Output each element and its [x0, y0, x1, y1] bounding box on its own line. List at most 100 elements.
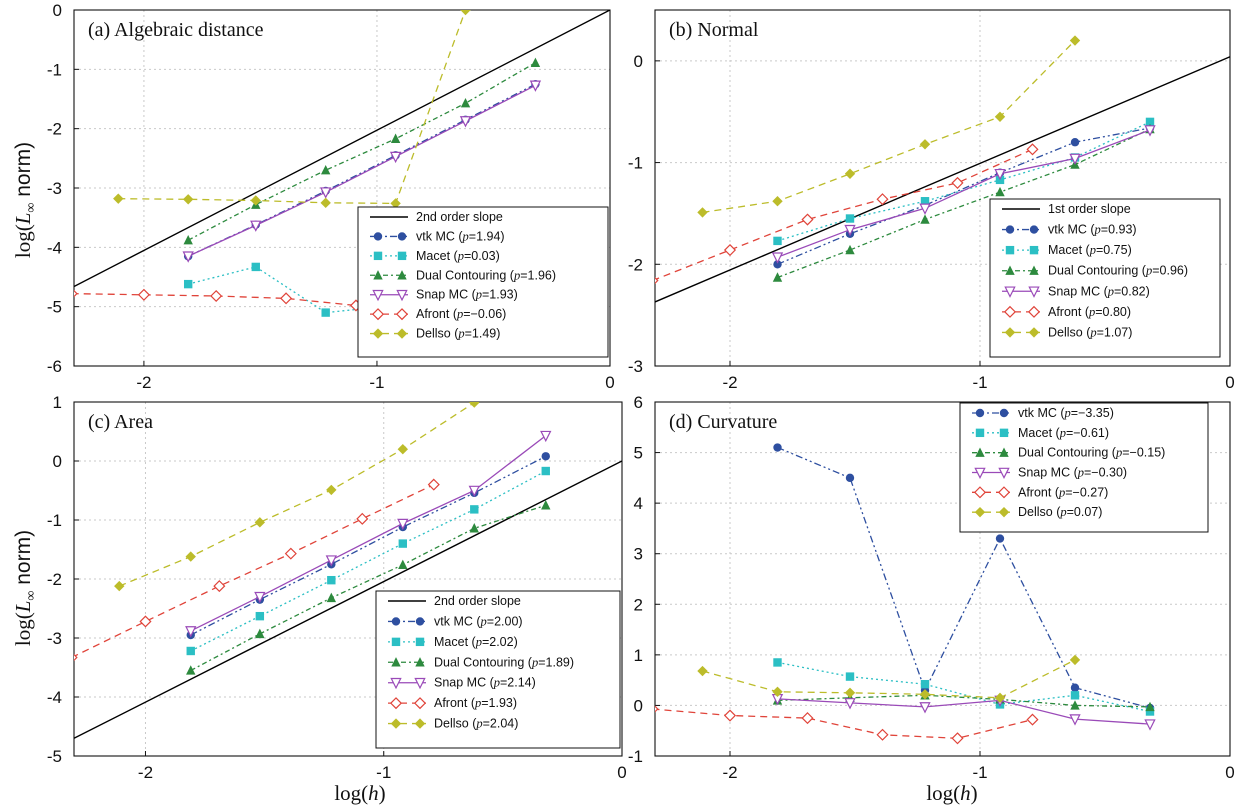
series-line-dual	[190, 504, 546, 672]
series-point-afront	[427, 478, 440, 491]
legend-box	[989, 198, 1221, 358]
legend-marker-dual	[1005, 265, 1015, 275]
series-point-macet	[845, 672, 855, 681]
series-point-snap	[185, 626, 197, 638]
legend-marker-vtk	[1005, 225, 1015, 234]
legend-marker-snap	[1004, 286, 1016, 298]
legend-marker-dellso	[390, 718, 402, 729]
legend-p: p	[457, 249, 464, 263]
legend-name: vtk MC (	[1018, 406, 1065, 420]
legend-label-macet: Macet (p=2.02)	[434, 635, 518, 649]
legend-label-dual: Dual Contouring (p=−0.15)	[1018, 446, 1165, 460]
series-point-afront	[876, 193, 889, 206]
legend-label-vtk: vtk MC (p=1.94)	[416, 229, 505, 243]
legend-eq: =2.00)	[487, 614, 523, 628]
y-axis-label-bottom: log(L∞ norm)	[11, 530, 39, 646]
series-point-snap	[994, 168, 1006, 181]
legend-name: Snap MC (	[416, 288, 477, 302]
legend-p: p	[462, 229, 469, 243]
series-point-dual	[541, 500, 551, 510]
legend-p: p	[531, 655, 538, 669]
series-point-snap	[459, 116, 472, 128]
legend-marker-macet	[975, 428, 985, 438]
series-point-macet	[183, 279, 193, 289]
legend-marker-dual	[391, 657, 401, 667]
y-tick-label: -1	[628, 154, 643, 173]
series-point-snap	[529, 80, 542, 92]
series-line-vtk	[777, 446, 1151, 709]
legend-marker-dual	[1029, 265, 1039, 275]
legend-p: p	[1115, 446, 1122, 460]
x-tick-label: 0	[1225, 373, 1234, 392]
series-point-snap	[254, 591, 266, 604]
legend-p: p	[480, 614, 487, 628]
legend-marker-dellso	[396, 328, 408, 339]
legend-marker-afront	[997, 486, 1011, 499]
legend-eq: =−0.30)	[1084, 466, 1127, 480]
legend-eq: =2.02)	[482, 635, 518, 649]
legend-p: p	[1089, 243, 1096, 257]
plot-frame	[654, 9, 1231, 367]
legend-marker-macet	[1029, 245, 1039, 255]
series-point-dual	[1145, 701, 1155, 712]
series-point-snap	[1069, 153, 1081, 166]
series-point-macet	[773, 658, 782, 667]
legend-eq: =0.07)	[1067, 505, 1103, 519]
plot-body	[655, 443, 1156, 745]
legend-eq: =−3.35)	[1071, 406, 1114, 420]
series-point-snap	[919, 203, 931, 215]
series-point-dual	[469, 523, 479, 533]
series-line-afront	[655, 708, 1033, 739]
legend-eq: =1.49)	[465, 327, 501, 341]
series-point-dellso	[919, 139, 931, 150]
y-tick-label: 0	[53, 452, 62, 471]
series-point-dellso	[994, 692, 1006, 704]
series-point-dual	[320, 165, 331, 175]
panel-title: (b) Normal	[669, 19, 759, 41]
series-point-dellso	[844, 168, 856, 179]
legend-label-dual: Dual Contouring (p=1.89)	[434, 655, 574, 669]
series-point-afront	[951, 732, 964, 745]
legend-label-macet: Macet (p=−0.61)	[1018, 426, 1109, 440]
series-point-dellso	[844, 687, 856, 698]
y-tick-label: -1	[628, 747, 643, 766]
series-point-afront	[801, 213, 814, 226]
series-point-dellso	[113, 193, 124, 204]
series-line-snap	[777, 129, 1151, 258]
legend-marker-afront	[371, 308, 385, 321]
legend-eq: =−0.61)	[1066, 426, 1109, 440]
series-point-dellso	[326, 484, 337, 496]
y-tick-label: -5	[47, 298, 62, 317]
series-line-dellso	[702, 40, 1076, 214]
legend-label-dellso: Dellso (p=1.49)	[416, 327, 500, 341]
series-point-macet	[845, 214, 855, 223]
legend-p: p	[1088, 305, 1095, 319]
legend-name: Dual Contouring (	[1018, 446, 1117, 460]
legend-name: Dellso (	[434, 717, 477, 731]
x-tick-label: -2	[138, 763, 153, 782]
legend-marker-vtk	[373, 232, 383, 241]
legend-label-vtk: vtk MC (p=2.00)	[434, 614, 523, 628]
legend-eq: =2.04)	[483, 717, 519, 731]
series-point-afront	[284, 547, 297, 560]
series-point-dellso	[390, 198, 401, 209]
x-tick-label: -1	[972, 763, 987, 782]
legend-name: Macet (	[434, 635, 477, 649]
legend: vtk MC ( p =−3.35) Macet (p=−0.61) Dual Cont…	[959, 402, 1209, 533]
series-point-macet	[255, 611, 265, 621]
series-point-dellso	[254, 517, 266, 528]
legend-marker-dellso	[414, 718, 426, 729]
series-point-dellso	[697, 207, 708, 218]
y-tick-label: -3	[628, 357, 643, 376]
series-point-dual	[326, 592, 337, 603]
series-point-snap	[844, 698, 856, 710]
legend-marker-snap	[396, 289, 408, 302]
x-tick-label: -1	[376, 763, 391, 782]
legend-label-dual: Dual Contouring (p=1.96)	[416, 268, 556, 282]
legend-marker-dellso	[1004, 327, 1016, 338]
y-axis-label-top: log(L∞ norm)	[11, 142, 39, 258]
series-point-dual	[995, 186, 1005, 197]
series-point-snap	[325, 555, 337, 567]
series-point-macet	[321, 308, 330, 317]
